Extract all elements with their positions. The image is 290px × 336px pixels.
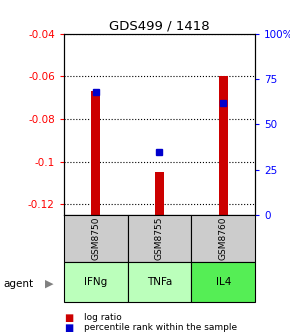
Text: IL4: IL4: [215, 277, 231, 287]
Bar: [128, 215, 191, 262]
Text: GSM8750: GSM8750: [91, 217, 100, 260]
Bar: [191, 262, 255, 302]
Text: ■: ■: [64, 312, 73, 323]
Text: GSM8760: GSM8760: [219, 217, 228, 260]
Text: GSM8755: GSM8755: [155, 217, 164, 260]
Text: log ratio: log ratio: [84, 313, 122, 322]
Bar: [64, 262, 128, 302]
Bar: [91, 91, 100, 215]
Bar: [64, 215, 128, 262]
Bar: [191, 215, 255, 262]
Bar: [219, 76, 228, 215]
Bar: [128, 262, 191, 302]
Text: ■: ■: [64, 323, 73, 333]
Text: TNFa: TNFa: [147, 277, 172, 287]
Text: ▶: ▶: [45, 279, 53, 289]
Text: agent: agent: [3, 279, 33, 289]
Text: percentile rank within the sample: percentile rank within the sample: [84, 323, 237, 332]
Title: GDS499 / 1418: GDS499 / 1418: [109, 19, 210, 33]
Bar: [155, 172, 164, 215]
Text: IFNg: IFNg: [84, 277, 107, 287]
